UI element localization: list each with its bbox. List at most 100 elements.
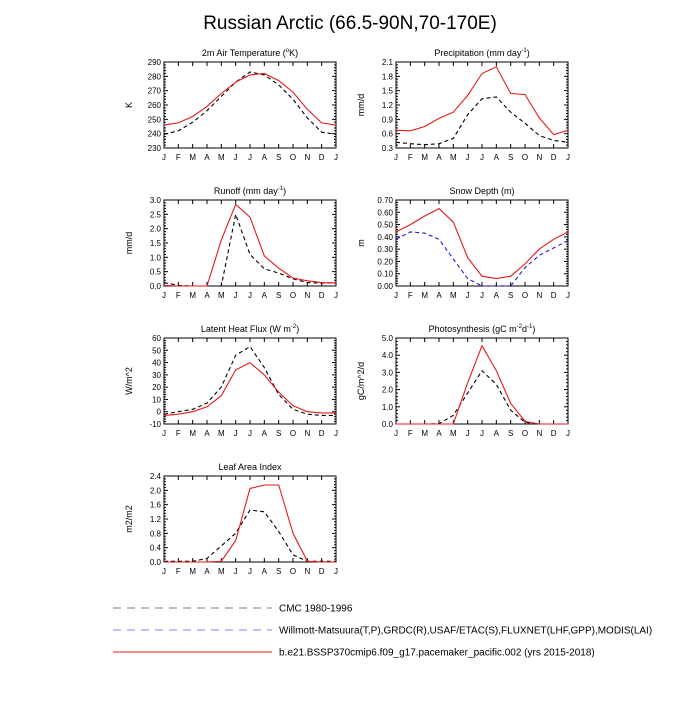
- x-tick-label: N: [304, 567, 310, 576]
- x-tick-label: J: [334, 291, 338, 300]
- y-tick-label: 1.5: [382, 87, 394, 96]
- plot-frame: [396, 62, 568, 148]
- x-tick-label: J: [162, 291, 166, 300]
- y-tick-label: 2.0: [150, 225, 162, 234]
- series-line-model_red: [164, 485, 336, 562]
- y-tick-label: 0.3: [382, 144, 394, 153]
- panel-title: 2m Air Temperature (oK): [202, 48, 298, 58]
- panel-1: 2m Air Temperature (oK)23024025026027028…: [124, 48, 338, 162]
- series-line-model_red: [164, 363, 336, 416]
- x-tick-label: N: [536, 429, 542, 438]
- x-tick-label: O: [522, 153, 528, 162]
- x-tick-label: M: [218, 567, 225, 576]
- x-tick-label: J: [334, 429, 338, 438]
- x-tick-label: S: [276, 291, 281, 300]
- y-tick-label: 2.0: [382, 386, 394, 395]
- legend-label-3: b.e21.BSSP370cmip6.f09_g17.pacemaker_pac…: [279, 648, 595, 659]
- x-tick-label: J: [248, 567, 252, 576]
- x-tick-label: J: [234, 153, 238, 162]
- x-tick-label: N: [304, 153, 310, 162]
- y-tick-label: 0.10: [377, 270, 393, 279]
- series-line-model_red: [164, 204, 336, 286]
- x-tick-label: M: [421, 153, 428, 162]
- x-tick-label: M: [218, 429, 225, 438]
- y-axis-title: mm/d: [124, 232, 134, 255]
- y-tick-label: 1.0: [150, 253, 162, 262]
- x-tick-label: J: [248, 429, 252, 438]
- x-tick-label: D: [551, 429, 557, 438]
- series-line-model_red: [164, 74, 336, 126]
- x-tick-label: A: [204, 429, 210, 438]
- x-tick-label: F: [408, 153, 413, 162]
- x-tick-label: M: [189, 153, 196, 162]
- y-tick-label: 2.0: [150, 486, 162, 495]
- x-tick-label: S: [508, 291, 513, 300]
- x-tick-label: F: [176, 429, 181, 438]
- y-tick-label: 3.0: [382, 368, 394, 377]
- x-tick-label: N: [536, 291, 542, 300]
- x-tick-label: J: [248, 291, 252, 300]
- y-tick-label: 240: [148, 130, 162, 139]
- y-tick-label: 1.8: [382, 72, 394, 81]
- y-tick-label: 2.1: [382, 58, 394, 67]
- legend-label-2: Willmott-Matsuura(T,P),GRDC(R),USAF/ETAC…: [279, 626, 652, 637]
- x-tick-label: N: [304, 429, 310, 438]
- figure-title: Russian Arctic (66.5-90N,70-170E): [203, 13, 497, 34]
- y-tick-label: 0.9: [382, 115, 394, 124]
- y-tick-label: 0.0: [382, 420, 394, 429]
- panel-2: Precipitation (mm day-1)0.30.60.91.21.51…: [356, 48, 570, 162]
- y-tick-label: 3.0: [150, 196, 162, 205]
- x-tick-label: M: [450, 153, 457, 162]
- x-tick-label: F: [176, 153, 181, 162]
- y-tick-label: 0.20: [377, 257, 393, 266]
- x-tick-label: J: [480, 429, 484, 438]
- series-line-obs_black: [164, 347, 336, 416]
- y-axis-title: m: [356, 239, 366, 247]
- x-tick-label: J: [334, 567, 338, 576]
- x-tick-label: M: [218, 291, 225, 300]
- x-tick-label: J: [466, 153, 470, 162]
- y-tick-label: 5.0: [382, 334, 394, 343]
- y-axis-title: mm/d: [356, 94, 366, 117]
- x-tick-label: J: [480, 291, 484, 300]
- x-tick-label: J: [466, 291, 470, 300]
- y-tick-label: 1.6: [150, 501, 162, 510]
- y-tick-label: 0.6: [382, 130, 394, 139]
- series-line-obs_black: [164, 214, 336, 286]
- y-axis-title: W/m^2: [124, 367, 134, 395]
- y-axis-title: gC/m^2/d: [356, 362, 366, 400]
- x-tick-label: A: [204, 567, 210, 576]
- panel-5: Latent Heat Flux (W m-2)-100102030405060…: [124, 324, 338, 438]
- x-tick-label: F: [408, 291, 413, 300]
- legend-label-1: CMC 1980-1996: [279, 604, 353, 615]
- legend: CMC 1980-1996 Willmott-Matsuura(T,P),GRDC…: [113, 604, 652, 659]
- x-tick-label: F: [176, 567, 181, 576]
- y-tick-label: 0: [157, 408, 162, 417]
- y-tick-label: -10: [149, 420, 161, 429]
- x-tick-label: S: [508, 429, 513, 438]
- x-tick-label: A: [494, 429, 500, 438]
- y-tick-label: 50: [152, 346, 161, 355]
- x-tick-label: N: [304, 291, 310, 300]
- x-tick-label: J: [394, 291, 398, 300]
- panel-title: Runoff (mm day-1): [214, 186, 286, 196]
- x-tick-label: D: [319, 429, 325, 438]
- x-tick-label: O: [522, 429, 528, 438]
- y-tick-label: 0.8: [150, 529, 162, 538]
- panels: 2m Air Temperature (oK)23024025026027028…: [124, 48, 570, 576]
- plot-frame: [164, 338, 336, 424]
- y-tick-label: 2.5: [150, 210, 162, 219]
- x-tick-label: J: [162, 429, 166, 438]
- y-tick-label: 0.40: [377, 233, 393, 242]
- y-tick-label: 2.4: [150, 472, 162, 481]
- x-tick-label: A: [262, 291, 268, 300]
- x-tick-label: A: [204, 291, 210, 300]
- y-tick-label: 0.5: [150, 268, 162, 277]
- y-tick-label: 280: [148, 72, 162, 81]
- y-tick-label: 0.60: [377, 208, 393, 217]
- series-line-model_red: [396, 346, 568, 424]
- panel-6: Photosynthesis (gC m-2d-1)0.01.02.03.04.…: [356, 324, 570, 438]
- x-tick-label: O: [290, 429, 296, 438]
